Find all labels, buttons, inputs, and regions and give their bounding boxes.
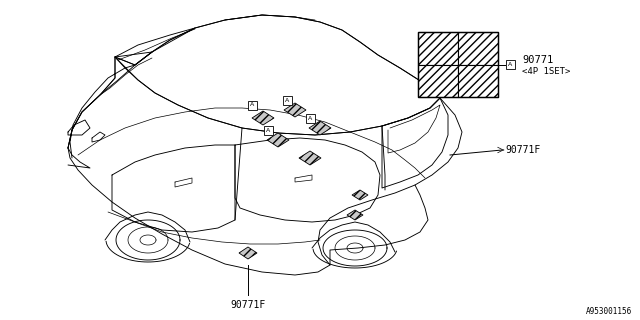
Text: A: A	[285, 98, 289, 102]
Text: 90771F: 90771F	[505, 145, 540, 155]
Text: <4P 1SET>: <4P 1SET>	[522, 68, 570, 76]
Polygon shape	[284, 103, 306, 117]
Text: A953001156: A953001156	[586, 307, 632, 316]
Bar	[305, 114, 314, 123]
Text: A: A	[508, 62, 512, 67]
Text: 90771F: 90771F	[230, 300, 266, 310]
Polygon shape	[239, 247, 257, 259]
Bar	[458, 65, 498, 97]
Bar	[282, 95, 291, 105]
Polygon shape	[309, 121, 331, 135]
Polygon shape	[299, 151, 321, 165]
Polygon shape	[352, 190, 368, 200]
Polygon shape	[267, 133, 289, 147]
Text: A: A	[266, 127, 270, 132]
Bar	[506, 60, 515, 69]
Bar	[418, 32, 498, 97]
Polygon shape	[347, 210, 363, 220]
Bar	[264, 125, 273, 134]
Text: A: A	[308, 116, 312, 121]
Bar	[418, 65, 458, 97]
Text: A: A	[250, 102, 254, 108]
Bar	[458, 32, 498, 65]
Bar	[248, 100, 257, 109]
Polygon shape	[252, 111, 274, 125]
Text: 90771: 90771	[522, 55, 553, 65]
Bar	[418, 32, 458, 65]
